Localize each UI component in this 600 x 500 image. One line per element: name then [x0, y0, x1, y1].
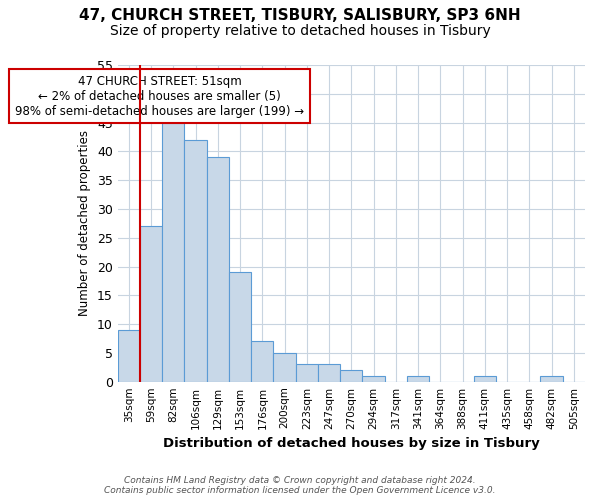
Bar — [296, 364, 318, 382]
Text: 47 CHURCH STREET: 51sqm
← 2% of detached houses are smaller (5)
98% of semi-deta: 47 CHURCH STREET: 51sqm ← 2% of detached… — [15, 74, 304, 118]
Text: 47, CHURCH STREET, TISBURY, SALISBURY, SP3 6NH: 47, CHURCH STREET, TISBURY, SALISBURY, S… — [79, 8, 521, 22]
Bar — [474, 376, 496, 382]
Bar — [207, 157, 229, 382]
Y-axis label: Number of detached properties: Number of detached properties — [78, 130, 91, 316]
Text: Size of property relative to detached houses in Tisbury: Size of property relative to detached ho… — [110, 24, 490, 38]
Bar — [274, 353, 296, 382]
Bar — [251, 342, 274, 382]
Bar — [340, 370, 362, 382]
Bar — [162, 122, 184, 382]
X-axis label: Distribution of detached houses by size in Tisbury: Distribution of detached houses by size … — [163, 437, 540, 450]
Bar — [318, 364, 340, 382]
Bar — [541, 376, 563, 382]
Bar — [184, 140, 207, 382]
Text: Contains HM Land Registry data © Crown copyright and database right 2024.
Contai: Contains HM Land Registry data © Crown c… — [104, 476, 496, 495]
Bar — [407, 376, 429, 382]
Bar — [362, 376, 385, 382]
Bar — [140, 226, 162, 382]
Bar — [229, 272, 251, 382]
Bar — [118, 330, 140, 382]
